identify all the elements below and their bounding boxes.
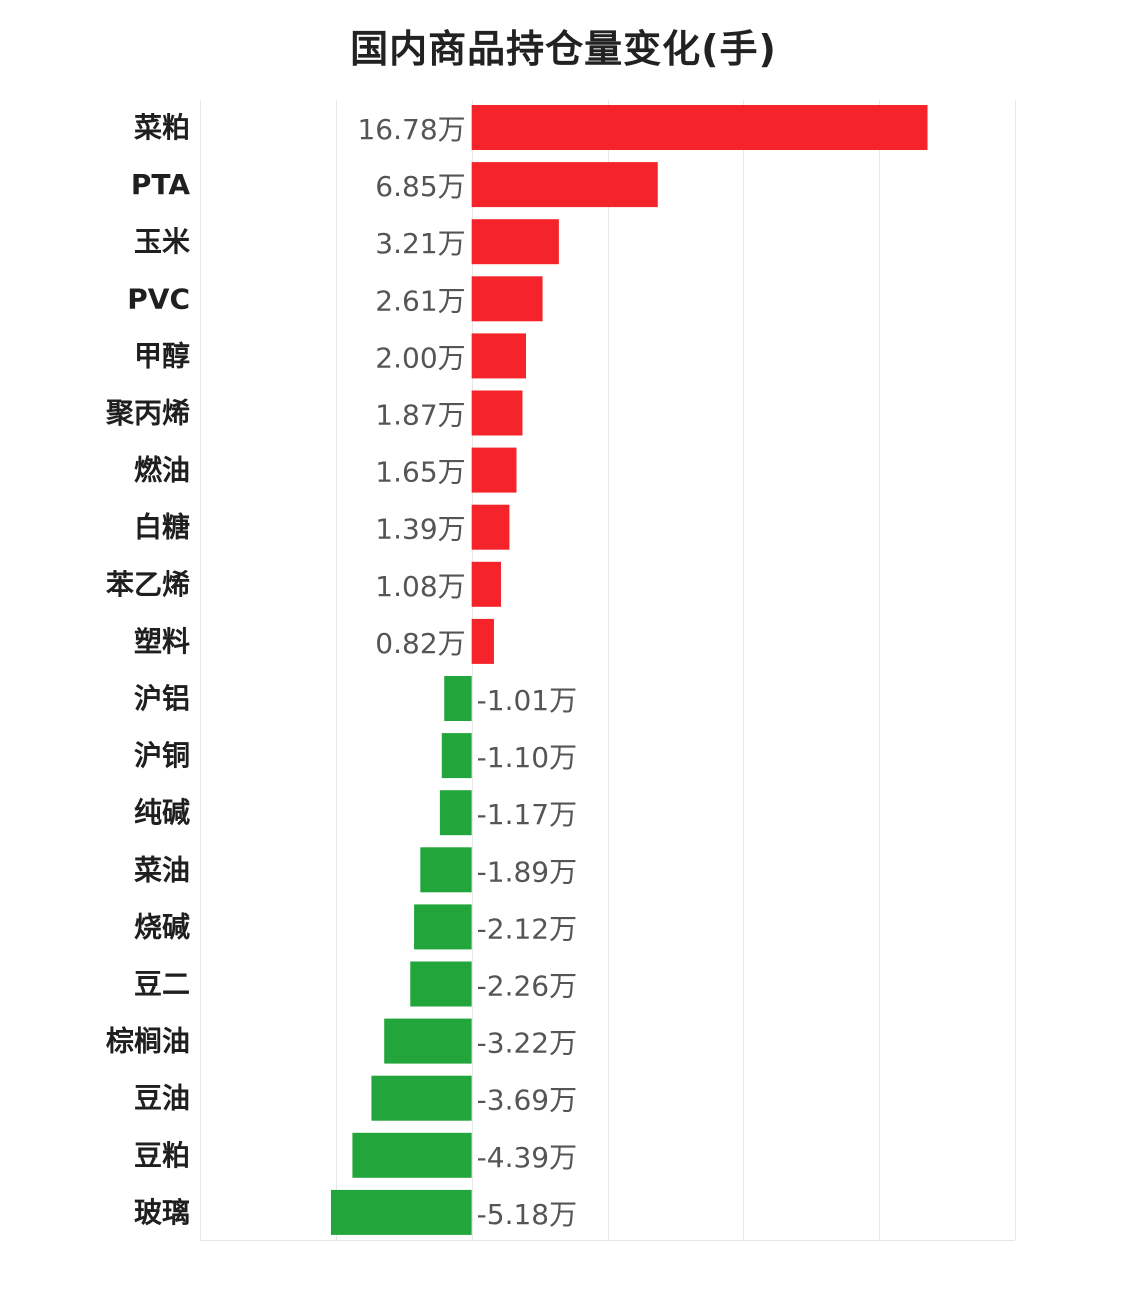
bar (471, 561, 502, 607)
bar (384, 1018, 472, 1064)
bar-layer (330, 105, 928, 1235)
value-label: 16.78万 (357, 113, 465, 146)
bar (410, 961, 472, 1007)
value-label: 1.65万 (375, 456, 465, 489)
category-label: 菜油 (134, 853, 190, 886)
value-label: 1.08万 (375, 570, 465, 603)
category-label: 烧碱 (134, 910, 190, 943)
bar (471, 390, 523, 436)
bar (471, 504, 510, 550)
category-label: 沪铜 (134, 739, 190, 772)
category-label: 纯碱 (134, 796, 190, 829)
value-label: -1.01万 (477, 684, 577, 717)
category-label: 苯乙烯 (105, 568, 190, 601)
bar (352, 1132, 472, 1178)
bar (414, 904, 472, 950)
category-label: 白糖 (134, 511, 190, 544)
category-label: 燃油 (134, 454, 190, 487)
value-label: 2.61万 (375, 284, 465, 317)
category-label: 聚丙烯 (105, 397, 190, 430)
category-label: 玻璃 (134, 1196, 190, 1229)
bar (439, 790, 472, 836)
category-label: 沪铝 (134, 682, 190, 715)
bar (471, 162, 658, 208)
value-label: -2.12万 (477, 912, 577, 945)
value-label: 2.00万 (375, 341, 465, 374)
value-label: -3.22万 (477, 1027, 577, 1060)
chart-title: 国内商品持仓量变化(手) (350, 27, 777, 71)
grid-layer (200, 100, 1016, 1241)
category-label: 豆二 (134, 968, 190, 1001)
category-label: 菜粕 (134, 111, 190, 144)
category-label: 玉米 (134, 225, 190, 258)
bar (471, 276, 543, 322)
category-label: 塑料 (134, 625, 190, 658)
value-label: 1.87万 (375, 399, 465, 432)
value-label: 0.82万 (375, 627, 465, 660)
category-label: 棕榈油 (106, 1025, 190, 1058)
bar (471, 105, 928, 150)
value-label: -2.26万 (477, 970, 577, 1003)
category-label: 甲醇 (134, 339, 190, 372)
bar (471, 333, 526, 379)
bar (471, 618, 494, 664)
value-label: -3.69万 (477, 1084, 577, 1117)
value-label: -1.89万 (477, 855, 577, 888)
value-label: 3.21万 (375, 227, 465, 260)
value-label: -1.17万 (477, 798, 577, 831)
bar (330, 1189, 472, 1235)
bar (471, 219, 559, 265)
value-label: 1.39万 (375, 513, 465, 546)
value-label: -1.10万 (477, 741, 577, 774)
category-label: PVC (127, 282, 190, 315)
bar (420, 847, 472, 893)
bar (371, 1075, 472, 1121)
category-label: PTA (131, 168, 190, 201)
value-label: -5.18万 (477, 1198, 577, 1231)
category-label: 豆油 (134, 1082, 190, 1115)
value-label: 6.85万 (375, 170, 465, 203)
value-label: -4.39万 (477, 1141, 577, 1174)
category-label: 豆粕 (134, 1139, 190, 1172)
bar (444, 676, 472, 721)
bar (441, 733, 472, 779)
bar (471, 447, 517, 493)
